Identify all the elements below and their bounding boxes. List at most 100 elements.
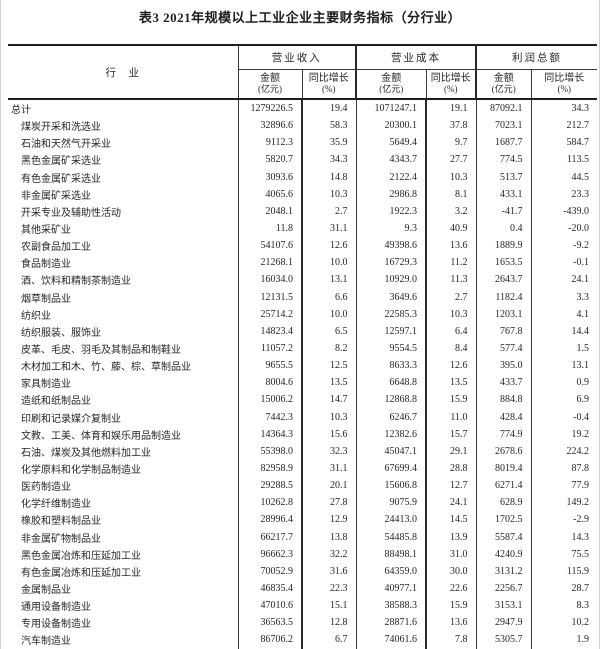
- value-cell: 16034.0: [237, 271, 302, 289]
- value-cell: 584.7: [530, 134, 597, 152]
- value-cell: 23.3: [530, 185, 597, 203]
- value-cell: 45047.1: [355, 442, 426, 460]
- table-row: 其他采矿业 11.8 31.1 9.3 40.9 0.4 -20.0: [8, 219, 597, 238]
- value-cell: 5649.4: [355, 134, 426, 152]
- group-header-total-profit: 利润总额: [475, 45, 597, 70]
- value-cell: 5305.7: [475, 631, 531, 649]
- value-cell: 1922.3: [355, 202, 426, 220]
- value-cell: 2122.4: [355, 168, 426, 186]
- table-row: 非金属矿采选业 4065.6 10.3 2986.8 8.1 433.1 23.3: [8, 185, 597, 203]
- value-cell: 47010.6: [237, 597, 302, 615]
- value-cell: 4.1: [530, 305, 597, 323]
- value-cell: 58.3: [301, 117, 356, 135]
- value-cell: 6.5: [301, 322, 356, 340]
- industry-cell: 专用设备制造业: [21, 619, 91, 631]
- value-cell: 628.9: [475, 494, 531, 512]
- industry-cell: 石油和天然气开采业: [21, 139, 111, 151]
- subheader-cost-growth: 同比增长 (%): [425, 69, 476, 100]
- value-cell: 88498.1: [355, 545, 426, 563]
- industry-cell: 通用设备制造业: [21, 602, 91, 614]
- table-row: 纺织业 25714.2 10.0 22585.3 10.3 1203.1 4.1: [8, 305, 597, 323]
- value-cell: 774.9: [475, 425, 531, 443]
- value-cell: -2.9: [530, 511, 597, 529]
- subheader-label: 同比增长: [544, 72, 585, 84]
- value-cell: 10.3: [425, 305, 476, 323]
- subheader-label: 同比增长: [430, 72, 471, 84]
- table-row: 文教、工美、体育和娱乐用品制造业 14364.3 15.6 12382.6 15.7 77…: [8, 425, 597, 443]
- value-cell: 13.9: [425, 528, 476, 546]
- value-cell: 4240.9: [475, 545, 531, 563]
- value-cell: 11.8: [237, 219, 302, 238]
- value-cell: 13.1: [301, 271, 356, 289]
- value-cell: 10.2: [530, 614, 597, 632]
- value-cell: 395.0: [475, 357, 531, 375]
- value-cell: 22.3: [301, 579, 356, 598]
- value-cell: 30.0: [425, 562, 476, 580]
- industry-cell: 有色金属矿采选业: [21, 173, 101, 185]
- value-cell: 24.1: [425, 494, 476, 512]
- subheader-unit: (亿元): [379, 84, 404, 94]
- value-cell: 3649.6: [355, 288, 426, 306]
- value-cell: 13.5: [425, 374, 476, 392]
- industry-cell: 酒、饮料和精制茶制造业: [21, 276, 131, 288]
- value-cell: 82958.9: [237, 459, 302, 478]
- value-cell: 12.8: [301, 614, 356, 632]
- value-cell: 13.6: [425, 237, 476, 255]
- value-cell: 11.0: [425, 408, 476, 426]
- industry-cell: 造纸和纸制品业: [21, 396, 91, 408]
- table-row: 烟草制品业 12131.5 6.6 3649.6 2.7 1182.4 3.3: [8, 288, 597, 306]
- value-cell: 24413.0: [355, 511, 426, 529]
- value-cell: 70052.9: [237, 562, 302, 580]
- value-cell: 4065.6: [237, 185, 302, 203]
- value-cell: 35.9: [301, 134, 356, 152]
- value-cell: 21268.1: [237, 254, 302, 272]
- value-cell: 10262.8: [237, 494, 302, 512]
- value-cell: 29288.5: [237, 477, 302, 495]
- industry-cell: 化学纤维制造业: [21, 499, 91, 511]
- industry-cell: 印刷和记录媒介复制业: [21, 413, 121, 425]
- value-cell: 13.5: [301, 374, 356, 392]
- value-cell: 86706.2: [237, 631, 302, 649]
- value-cell: 2.7: [425, 288, 476, 306]
- value-cell: 12.7: [425, 477, 476, 495]
- value-cell: 22585.3: [355, 305, 426, 323]
- value-cell: 3093.6: [237, 168, 302, 186]
- industry-cell: 煤炭开采和洗选业: [21, 122, 101, 134]
- industry-cell: 总计: [11, 105, 31, 117]
- table-row: 通用设备制造业 47010.6 15.1 38588.3 15.9 3153.1 8.3: [8, 597, 597, 615]
- value-cell: 13.1: [530, 357, 597, 375]
- industry-cell: 纺织业: [21, 310, 51, 322]
- subheader-unit: (%): [322, 84, 336, 94]
- table-row: 化学纤维制造业 10262.8 27.8 9075.9 24.1 628.9 149.2: [8, 494, 597, 512]
- table-title: 表3 2021年规模以上工业企业主要财务指标（分行业）: [138, 10, 462, 25]
- value-cell: 6.6: [301, 288, 356, 306]
- table-row: 非金属矿物制品业 66217.7 13.8 54485.8 13.9 5587.4 14.3: [8, 528, 597, 546]
- value-cell: 96662.3: [237, 545, 302, 563]
- value-cell: 16729.3: [355, 254, 426, 272]
- value-cell: 27.8: [301, 494, 356, 512]
- value-cell: 15.1: [301, 597, 356, 615]
- table-row: 专用设备制造业 36563.5 12.8 28871.6 13.6 2947.9 10.2: [8, 614, 597, 632]
- value-cell: 28.7: [530, 579, 597, 598]
- value-cell: 22.6: [425, 579, 476, 598]
- value-cell: 4343.7: [355, 151, 426, 169]
- table-row: 皮革、毛皮、羽毛及其制品和制鞋业 11057.2 8.2 9554.5 8.4 577.4…: [8, 339, 597, 358]
- value-cell: 3.2: [425, 202, 476, 220]
- value-cell: 513.7: [475, 168, 531, 186]
- value-cell: 49398.6: [355, 237, 426, 255]
- value-cell: 44.5: [530, 168, 597, 186]
- value-cell: 7442.3: [237, 408, 302, 426]
- subheader-label: 金额: [260, 72, 280, 84]
- value-cell: 14.3: [530, 528, 597, 546]
- value-cell: 0.4: [475, 219, 531, 238]
- value-cell: 2048.1: [237, 202, 302, 220]
- value-cell: 433.1: [475, 185, 531, 203]
- value-cell: -20.0: [530, 219, 597, 238]
- subheader-profit-growth: 同比增长 (%): [530, 69, 597, 100]
- value-cell: 25714.2: [237, 305, 302, 323]
- industry-cell: 非金属矿物制品业: [21, 533, 101, 545]
- value-cell: 11.3: [425, 271, 476, 289]
- subheader-unit: (亿元): [258, 84, 282, 94]
- value-cell: 115.9: [530, 562, 597, 580]
- value-cell: 27.7: [425, 151, 476, 169]
